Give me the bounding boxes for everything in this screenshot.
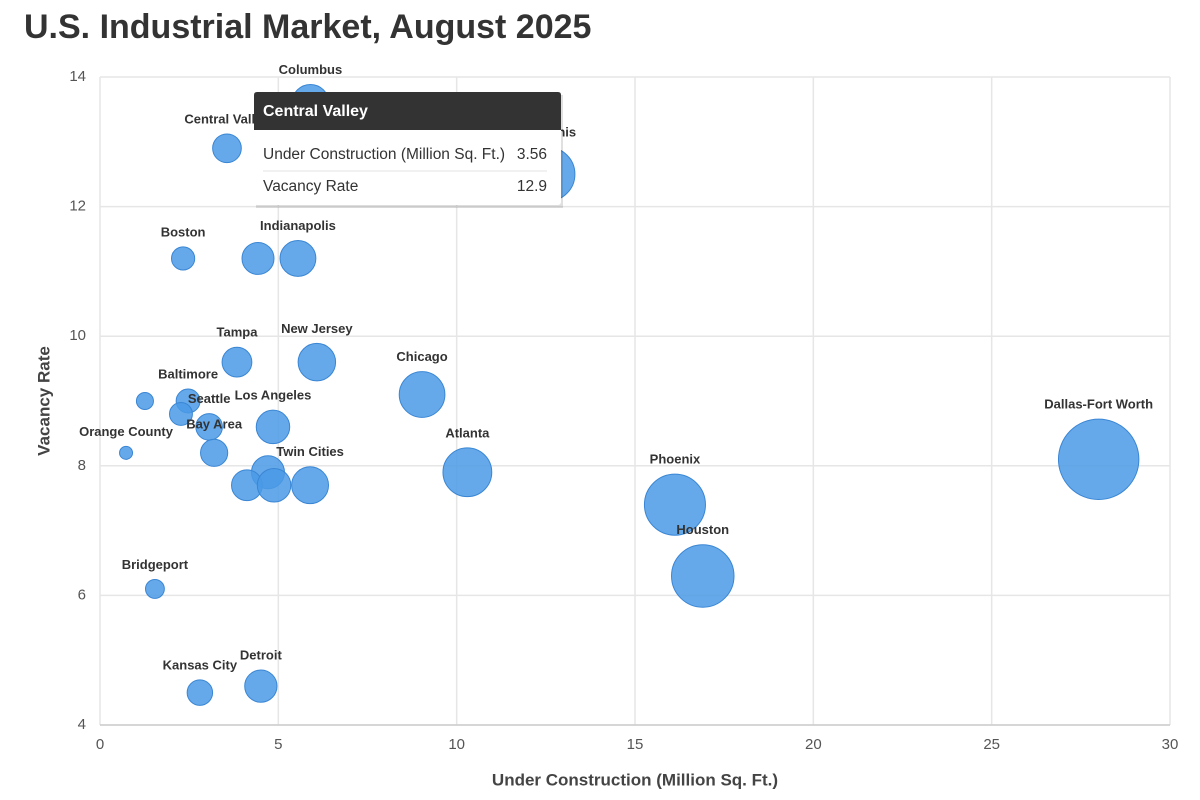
chart-title: U.S. Industrial Market, August 2025: [24, 8, 591, 46]
bubble: [291, 466, 330, 505]
bubble: [244, 669, 278, 703]
x-tick-label: 0: [96, 736, 104, 753]
bubble-label: Detroit: [240, 647, 283, 662]
bubble-label: Tampa: [216, 325, 258, 340]
bubble-label: Atlanta: [445, 425, 490, 440]
tooltip-title: Central Valley: [263, 103, 368, 120]
bubble-label: Houston: [676, 522, 729, 537]
x-tick-label: 15: [627, 736, 644, 753]
bubble: [200, 438, 229, 467]
x-tick-label: 5: [274, 736, 282, 753]
y-tick-label: 8: [78, 457, 86, 474]
bubble-label: Indianapolis: [260, 218, 336, 233]
y-tick-label: 6: [78, 586, 86, 603]
y-tick-label: 4: [78, 716, 86, 733]
bubble-label: Twin Cities: [276, 444, 344, 459]
tooltip: Central Valley Under Construction (Millio…: [249, 92, 563, 208]
bubble-label: Los Angeles: [235, 388, 312, 403]
bubble: [169, 402, 193, 426]
bubble: [171, 246, 196, 271]
bubble-label: Baltimore: [158, 366, 218, 381]
bubble: [119, 445, 134, 460]
bubble-label: Central Valley: [184, 111, 270, 126]
bubble: [442, 447, 493, 498]
bubble-label: Bay Area: [186, 417, 243, 432]
bubble-label: Chicago: [396, 349, 447, 364]
bubble-label: Phoenix: [650, 452, 701, 467]
bubble-label: Bridgeport: [122, 557, 189, 572]
x-axis-title: Under Construction (Million Sq. Ft.): [492, 770, 778, 789]
bubble: [643, 473, 706, 536]
bubble: [255, 409, 291, 445]
tooltip-key: Under Construction (Million Sq. Ft.): [263, 146, 505, 163]
bubble-label: New Jersey: [281, 321, 353, 336]
tooltip-header: [254, 92, 561, 130]
bubble: [221, 346, 253, 378]
bubble-label: Kansas City: [163, 657, 238, 672]
bubble-label: Orange County: [79, 424, 174, 439]
bubble: [256, 467, 292, 503]
bubble-label: Boston: [161, 224, 206, 239]
bubble: [297, 342, 337, 382]
tooltip-key: Vacancy Rate: [263, 178, 358, 195]
bubble-label: Columbus: [279, 62, 343, 77]
y-tick-label: 10: [69, 327, 86, 344]
y-axis-title: Vacancy Rate: [34, 346, 53, 456]
x-tick-label: 25: [983, 736, 1000, 753]
bubble: [279, 240, 317, 277]
bubble: [144, 578, 165, 599]
bubble: [1057, 418, 1140, 501]
x-tick-label: 20: [805, 736, 822, 753]
bubble: [135, 391, 154, 411]
y-tick-label: 12: [69, 198, 86, 215]
x-tick-label: 30: [1162, 736, 1179, 753]
bubble: [398, 371, 446, 418]
tooltip-pointer: [249, 136, 254, 161]
x-tick-label: 10: [448, 736, 465, 753]
bubble-label: Seattle: [188, 391, 231, 406]
bubble: [212, 133, 242, 164]
y-tick-label: 14: [69, 68, 86, 85]
bubble-label: Dallas-Fort Worth: [1044, 397, 1153, 412]
bubble: [241, 241, 275, 275]
bubble: [671, 544, 735, 608]
tooltip-value: 3.56: [517, 146, 547, 163]
bubble: [186, 679, 214, 706]
tooltip-value: 12.9: [517, 178, 547, 195]
